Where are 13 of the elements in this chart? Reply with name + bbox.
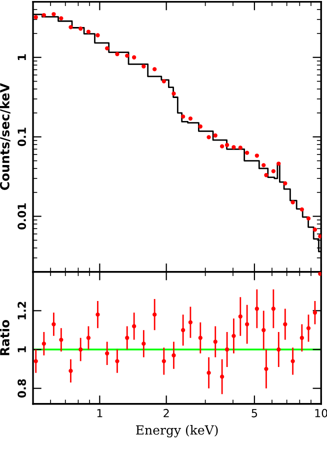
y-axis-title: Counts/sec/keV — [0, 83, 10, 190]
y-tick-label: 1 — [18, 346, 26, 352]
x-tick-label: 5 — [252, 409, 258, 418]
y-tick-label: 0.01 — [18, 203, 26, 230]
x-axis-title: Energy (keV) — [136, 425, 218, 438]
x-tick-label: 2 — [164, 408, 169, 418]
x-tick-label: 1 — [97, 409, 102, 418]
y-tick-label: 0.8 — [18, 379, 26, 398]
y-tick-label: 1.2 — [18, 302, 26, 320]
y-tick-label: 0.1 — [18, 128, 26, 146]
y-axis-title: Ratio — [0, 320, 10, 356]
y-tick-label: 1 — [18, 54, 26, 60]
x-tick-label: 10 — [315, 408, 327, 418]
